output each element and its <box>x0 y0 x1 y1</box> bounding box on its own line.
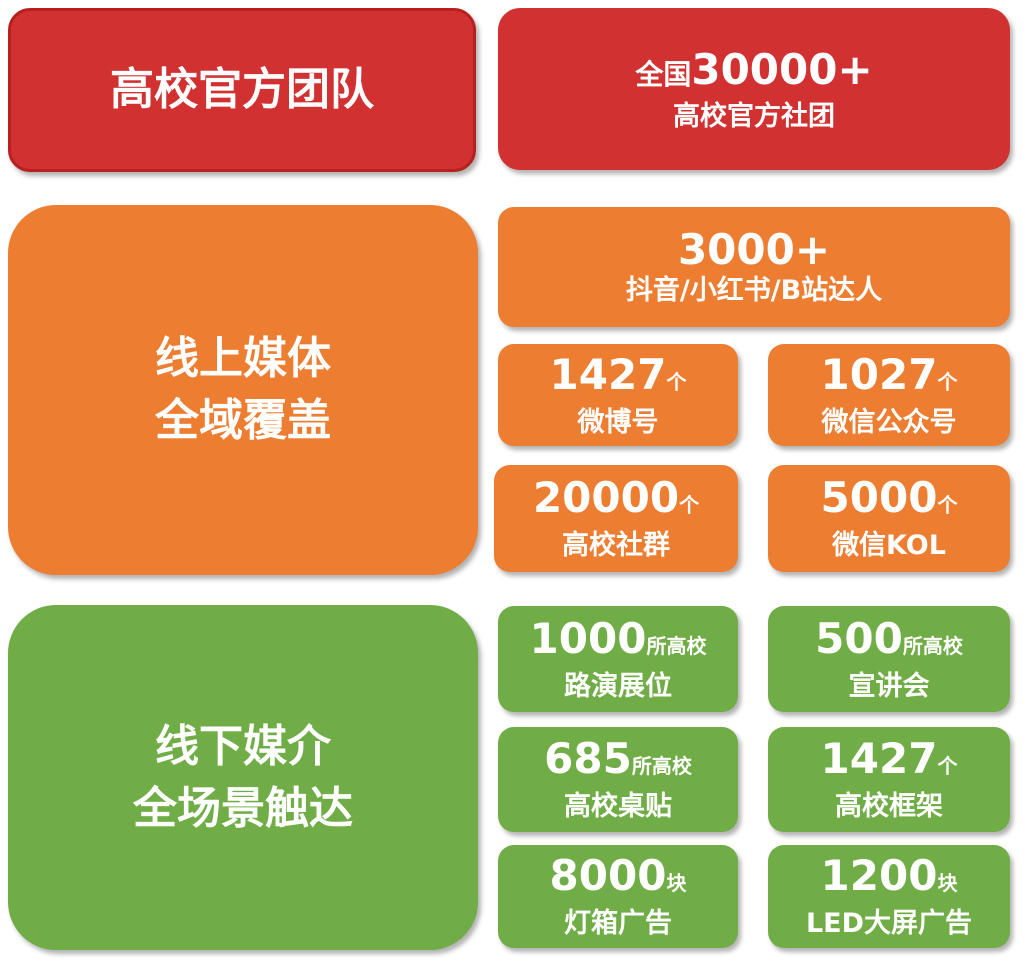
offline-title-line2: 全场景触达 <box>133 782 353 834</box>
offline-stat-box: 685所高校高校桌贴 <box>498 727 738 832</box>
online-stat-box: 5000个微信KOL <box>768 465 1010 572</box>
offline-stat-box: 500所高校宣讲会 <box>768 606 1010 712</box>
stat-number: 1427 <box>549 349 667 399</box>
online-top-box: 3000+ 抖音/小红书/B站达人 <box>498 207 1010 327</box>
online-top-label: 抖音/小红书/B站达人 <box>625 275 883 306</box>
offline-stat-box: 1000所高校路演展位 <box>498 606 738 712</box>
stat-number: 5000 <box>820 473 938 522</box>
online-title-line2: 全域覆盖 <box>155 395 331 446</box>
stat-label: 灯箱广告 <box>564 908 672 939</box>
stat-label: 宣讲会 <box>848 670 930 702</box>
stat-unit: 块 <box>666 871 687 895</box>
official-team-title-box: 高校官方团队 <box>8 8 476 172</box>
stat-number: 500 <box>815 613 903 663</box>
stat-label: 微信公众号 <box>821 406 957 438</box>
offline-stat-box: 1427个高校框架 <box>768 727 1010 832</box>
official-number: 30000+ <box>691 44 873 94</box>
stat-unit: 块 <box>937 871 958 895</box>
stat-unit: 个 <box>666 369 687 394</box>
official-prefix: 全国 <box>635 57 692 91</box>
stat-number: 685 <box>544 734 632 783</box>
online-stat-box: 1427个 微博号 <box>498 344 738 446</box>
stat-number: 1427 <box>820 734 938 783</box>
offline-stat-box: 8000块灯箱广告 <box>498 845 738 948</box>
online-stat-box: 1027个微信公众号 <box>768 344 1010 446</box>
online-top-number: 3000+ <box>677 225 831 274</box>
stat-number: 8000 <box>549 851 667 900</box>
stat-unit: 所高校 <box>902 633 963 658</box>
stat-label: 高校桌贴 <box>564 791 672 822</box>
stat-unit: 个 <box>937 493 958 517</box>
offline-title-line1: 线下媒介 <box>155 720 331 772</box>
stat-label: 高校框架 <box>835 791 943 822</box>
stat-number: 20000 <box>532 473 680 522</box>
online-stat-box: 20000个 高校社群 <box>494 465 738 572</box>
stat-unit: 个 <box>937 369 958 394</box>
stat-number: 1000 <box>529 613 647 663</box>
offline-stat-box: 1200块 LED大屏广告 <box>768 845 1010 948</box>
stat-label: 高校社群 <box>562 530 670 561</box>
offline-media-title-box: 线下媒介 全场景触达 <box>8 605 478 950</box>
stat-label: 路演展位 <box>564 670 672 702</box>
stat-label: 微博号 <box>577 406 659 438</box>
stat-unit: 所高校 <box>631 754 692 778</box>
stat-number: 1027 <box>820 349 938 399</box>
online-media-title-box: 线上媒体 全域覆盖 <box>8 205 478 575</box>
stat-unit: 个 <box>937 754 958 778</box>
stat-label: 微信KOL <box>832 530 946 561</box>
official-clubs-box: 全国30000+ 高校官方社团 <box>498 8 1010 170</box>
stat-unit: 个 <box>679 493 700 517</box>
official-team-title: 高校官方团队 <box>110 64 374 115</box>
online-title-line1: 线上媒体 <box>155 333 331 384</box>
official-label: 高校官方社团 <box>673 100 835 132</box>
stat-number: 1200 <box>820 851 938 900</box>
stat-unit: 所高校 <box>646 633 707 658</box>
stat-label: LED大屏广告 <box>805 908 973 939</box>
